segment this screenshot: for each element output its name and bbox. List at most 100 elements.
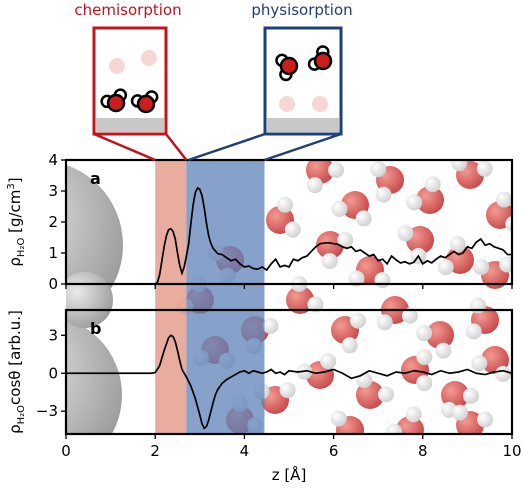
hydrogen-atom bbox=[349, 312, 366, 329]
physisorption-band bbox=[186, 160, 265, 434]
chemisorption-label: chemisorption bbox=[74, 1, 181, 19]
y-axis-label-a: ρH₂O [g/cm3] bbox=[6, 177, 27, 266]
oxygen-atom bbox=[109, 58, 125, 74]
hydrogen-atom bbox=[348, 270, 365, 287]
water-molecule bbox=[465, 297, 499, 340]
hydrogen-atom bbox=[330, 410, 347, 427]
hydrogen-atom bbox=[397, 225, 414, 242]
y-tick-label: 1 bbox=[48, 244, 58, 262]
plot-frame bbox=[64, 308, 514, 436]
hydrogen-atom bbox=[473, 259, 490, 275]
hydrogen-atom bbox=[284, 221, 301, 238]
x-axis-label: z [Å] bbox=[272, 465, 307, 484]
physisorption-inset bbox=[263, 26, 343, 136]
hydrogen-atom bbox=[305, 98, 317, 110]
water-molecule bbox=[437, 236, 474, 276]
oxygen-atom bbox=[141, 50, 157, 66]
hydrogen-atom bbox=[377, 386, 394, 403]
water-molecule bbox=[486, 191, 512, 232]
surface-strip bbox=[267, 118, 339, 132]
x-tick-label: 6 bbox=[329, 442, 339, 460]
panel-a: 0 1 2 3 4 a bbox=[48, 151, 514, 293]
chem-connector-right bbox=[165, 133, 188, 161]
hydrogen-atom bbox=[306, 177, 323, 194]
chem-connector-left bbox=[93, 132, 156, 162]
water-molecule bbox=[356, 372, 394, 409]
surface-atom bbox=[66, 272, 113, 328]
hydrogen-atom bbox=[307, 296, 324, 313]
water-molecule bbox=[275, 53, 299, 82]
y-tick-label: 3 bbox=[48, 326, 58, 344]
hydrogen-atom bbox=[405, 406, 422, 423]
chemisorption-band bbox=[155, 160, 187, 434]
y-tick-label: 2 bbox=[48, 213, 58, 231]
x-tick-label: 0 bbox=[61, 442, 71, 460]
series-line bbox=[154, 186, 512, 285]
water-molecule bbox=[370, 161, 404, 203]
hydrogen-atom bbox=[424, 176, 441, 193]
water-molecule bbox=[330, 410, 364, 434]
x-tick-label: 10 bbox=[502, 442, 521, 460]
hydrogen-atom bbox=[495, 365, 511, 382]
hydrogen-atom bbox=[401, 307, 418, 324]
inset-connectors bbox=[93, 132, 342, 162]
hydrogen-atom bbox=[416, 349, 433, 366]
water-molecule bbox=[451, 404, 494, 434]
y-tick-label: 0 bbox=[48, 364, 58, 382]
x-tick-label: 4 bbox=[240, 442, 250, 460]
oxygen-atom bbox=[486, 201, 512, 229]
oxygen-atom bbox=[136, 94, 156, 114]
water-molecule bbox=[273, 91, 299, 112]
hydrogen-atom bbox=[321, 252, 338, 269]
water-molecule bbox=[100, 88, 128, 113]
hydrogen-atom bbox=[141, 43, 153, 55]
water-molecule bbox=[331, 312, 366, 354]
hydrogen-atom bbox=[341, 337, 358, 354]
panel-label: a bbox=[90, 169, 101, 188]
panel-label: b bbox=[90, 319, 101, 338]
hydrogen-atom bbox=[386, 423, 403, 434]
y-tick-label: −3 bbox=[36, 402, 58, 420]
water-molecule bbox=[397, 225, 434, 264]
hydrogen-atom bbox=[320, 353, 337, 370]
hydrogen-atom bbox=[469, 297, 486, 314]
hydrogen-atom bbox=[287, 91, 299, 103]
water-molecule bbox=[386, 406, 424, 434]
insets: chemisorption physisorption bbox=[74, 1, 353, 136]
x-tick-label: 8 bbox=[418, 442, 428, 460]
oxygen-atom bbox=[416, 186, 444, 214]
water-molecule bbox=[416, 321, 454, 359]
hydrogen-atom bbox=[496, 191, 512, 208]
oxygen-atom bbox=[316, 231, 344, 259]
hydrogen-atom bbox=[317, 89, 329, 101]
hydrogen-atom bbox=[370, 161, 387, 178]
axis-labels: ρH₂O [g/cm3] ρH₂Ocosθ [arb.u.] z [Å] bbox=[6, 177, 306, 484]
x-tick-label: 2 bbox=[150, 442, 160, 460]
water-molecule bbox=[471, 346, 511, 382]
hydrogen-atom bbox=[451, 404, 468, 421]
hydrogen-atom bbox=[376, 314, 393, 331]
water-molecule bbox=[130, 90, 159, 114]
water-molecule bbox=[401, 349, 433, 392]
hydrogen-atom bbox=[103, 57, 115, 69]
water-molecule bbox=[306, 160, 344, 194]
surface-atom bbox=[66, 318, 122, 434]
hydrogen-atom bbox=[505, 216, 512, 232]
water-molecule bbox=[307, 45, 333, 71]
hydrogen-atom bbox=[273, 95, 285, 107]
oxygen-atom bbox=[279, 56, 299, 76]
phys-connector-left bbox=[188, 132, 266, 162]
chemisorption-inset bbox=[92, 26, 168, 136]
hydrogen-atom bbox=[135, 57, 147, 68]
hydrogen-atom bbox=[451, 160, 468, 172]
hydrogen-atom bbox=[328, 162, 344, 178]
water-molecule bbox=[266, 196, 301, 238]
hydrogen-atom bbox=[337, 232, 354, 249]
hydrogen-atom bbox=[279, 382, 296, 399]
series-line bbox=[66, 334, 513, 430]
water-molecule bbox=[406, 176, 444, 214]
oxygen-atom bbox=[426, 321, 454, 349]
hydrogen-atom bbox=[471, 355, 488, 372]
water-molecule bbox=[451, 160, 493, 189]
